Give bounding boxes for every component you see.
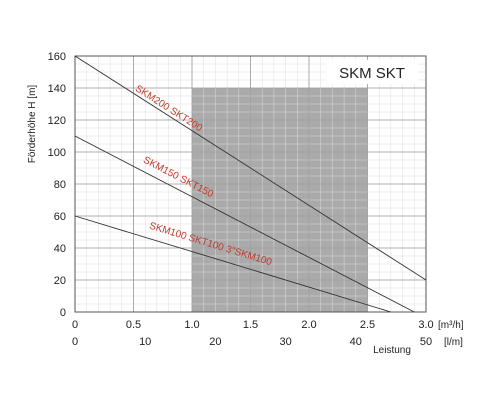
x-tick-label-lm: 50 (420, 336, 432, 348)
x-tick-label-m3h: 2.0 (301, 319, 316, 331)
series-line (74, 135, 415, 313)
y-tick-label: 120 (48, 115, 66, 127)
x-unit-m3h: [m³/h] (438, 320, 464, 331)
x-tick-label-m3h: 0.5 (126, 319, 141, 331)
y-axis-label: Förderhöhe H [m] (27, 85, 38, 164)
x-tick-label-m3h: 1.5 (243, 319, 258, 331)
series-line (74, 215, 392, 313)
x-tick-label-m3h: 1.0 (184, 319, 199, 331)
series-line (74, 55, 427, 281)
x-tick-label-m3h: 0 (72, 319, 78, 331)
x-tick-label-m3h: 3.0 (418, 319, 433, 331)
x-axis-label: Leistung (373, 345, 411, 356)
y-tick-label: 160 (48, 51, 66, 63)
x-tick-label-m3h: 2.5 (360, 319, 375, 331)
x-unit-lm: [l/m] (444, 337, 463, 348)
y-tick-label: 80 (54, 179, 66, 191)
y-tick-label: 20 (54, 275, 66, 287)
y-tick-label: 140 (48, 83, 66, 95)
x-tick-label-lm: 0 (72, 336, 78, 348)
chart-title: SKM SKT (339, 65, 405, 82)
x-tick-label-lm: 10 (139, 336, 151, 348)
y-tick-label: 40 (54, 243, 66, 255)
plot-frame (74, 55, 427, 313)
x-tick-label-lm: 20 (209, 336, 221, 348)
y-tick-label: 60 (54, 211, 66, 223)
x-tick-label-lm: 30 (279, 336, 291, 348)
y-tick-label: 100 (48, 147, 66, 159)
title-box (326, 60, 418, 84)
x-tick-label-lm: 40 (350, 336, 362, 348)
y-tick-label: 0 (60, 307, 66, 319)
